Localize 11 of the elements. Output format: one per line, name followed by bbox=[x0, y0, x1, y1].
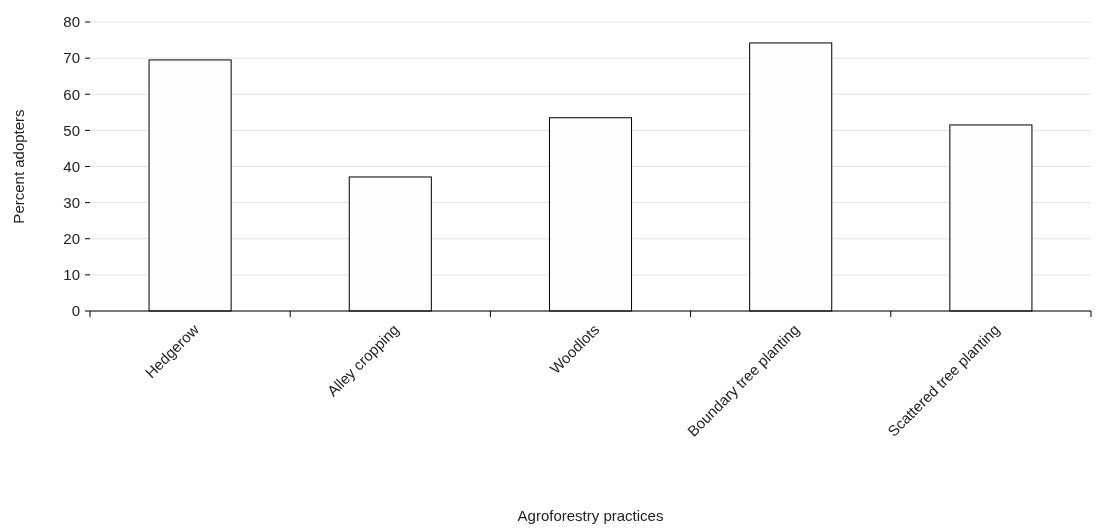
y-tick-label: 10 bbox=[63, 266, 80, 284]
y-tick-label: 60 bbox=[63, 85, 80, 103]
x-axis-title: Agroforestry practices bbox=[517, 507, 664, 524]
y-tick-label: 50 bbox=[63, 121, 80, 139]
y-axis-title: Percent adopters bbox=[10, 109, 27, 224]
y-tick-label: 20 bbox=[63, 230, 80, 247]
y-tick-label: 0 bbox=[71, 302, 80, 320]
y-tick-label: 30 bbox=[63, 193, 80, 211]
y-tick-label: 40 bbox=[63, 157, 80, 175]
y-tick-label: 80 bbox=[63, 13, 80, 31]
y-tick-label: 70 bbox=[63, 49, 80, 67]
